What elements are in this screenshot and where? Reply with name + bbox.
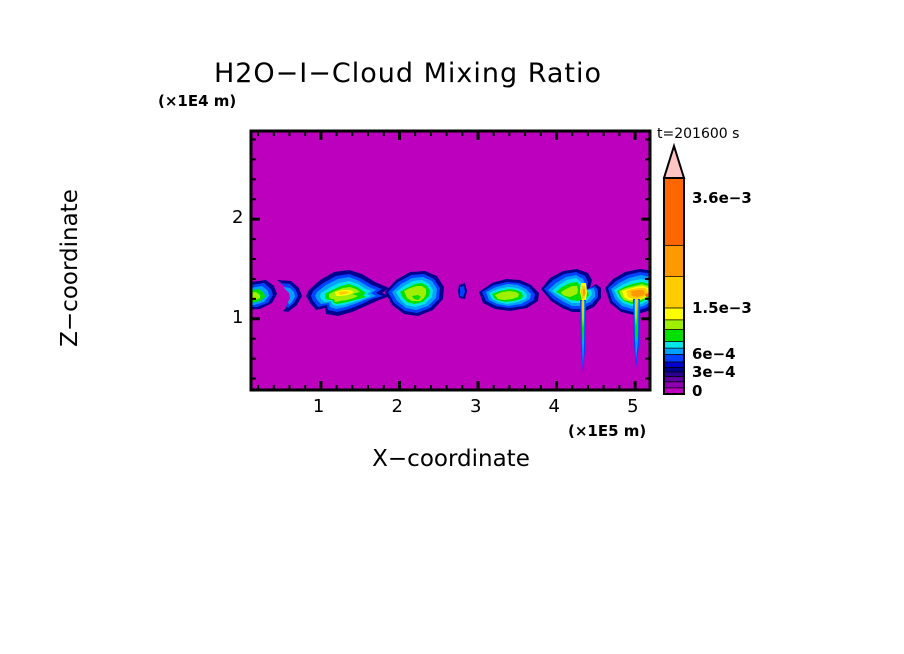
y-tick-label: 1	[232, 306, 244, 328]
colorbar-band	[664, 276, 684, 308]
colorbar-band	[664, 178, 684, 245]
cloud-blob-2	[277, 280, 302, 312]
cloud-blob-3	[306, 270, 390, 316]
time-annotation: t=201600 s	[657, 126, 740, 142]
y-axis-unit-label: (×1E4 m)	[158, 92, 237, 110]
page-title: H2O−I−Cloud Mixing Ratio	[213, 58, 603, 89]
colorbar-band	[664, 381, 684, 388]
colorbar-band	[664, 307, 684, 320]
colorbar	[662, 142, 686, 395]
x-axis-unit-label: (×1E5 m)	[568, 422, 647, 440]
colorbar-band	[664, 354, 684, 362]
cloud-blob-5	[458, 283, 467, 299]
colorbar-band	[664, 367, 684, 372]
cloud-blob-8	[605, 269, 650, 368]
plot-background	[251, 131, 650, 390]
x-axis-title: X−coordinate	[372, 446, 530, 472]
colorbar-band	[664, 329, 684, 342]
axis-ticks	[251, 131, 650, 390]
colorbar-band	[664, 371, 684, 377]
colorbar-band	[664, 341, 684, 348]
colorbar-band	[664, 347, 684, 355]
cloud-blob-4	[385, 271, 444, 316]
colorbar-tick-label: 1.5e−3	[692, 299, 752, 317]
colorbar-tick-label: 3.6e−3	[692, 189, 752, 207]
colorbar-tick-label: 3e−4	[692, 363, 736, 381]
cloud-blob-6	[479, 279, 539, 311]
colorbar-band	[664, 319, 684, 330]
colorbar-band	[664, 244, 684, 277]
y-tick-label: 2	[232, 207, 244, 229]
colorbar-tick-label: 0	[692, 382, 703, 400]
plot-frame	[249, 129, 652, 392]
colorbar-band	[664, 387, 684, 394]
cloud-blob-7	[541, 269, 601, 372]
contour-field	[251, 269, 650, 372]
colorbar-band	[664, 361, 684, 367]
x-tick-label: 1	[312, 396, 325, 417]
colorbar-tick-label: 6e−4	[692, 345, 736, 363]
cloud-blob-1	[251, 280, 277, 310]
colorbar-arrow-icon	[664, 146, 684, 178]
x-tick-label: 2	[391, 396, 403, 417]
x-tick-label: 4	[548, 396, 560, 417]
x-tick-label: 5	[627, 396, 639, 417]
colorbar-band	[664, 376, 684, 382]
x-tick-label: 3	[469, 396, 482, 417]
